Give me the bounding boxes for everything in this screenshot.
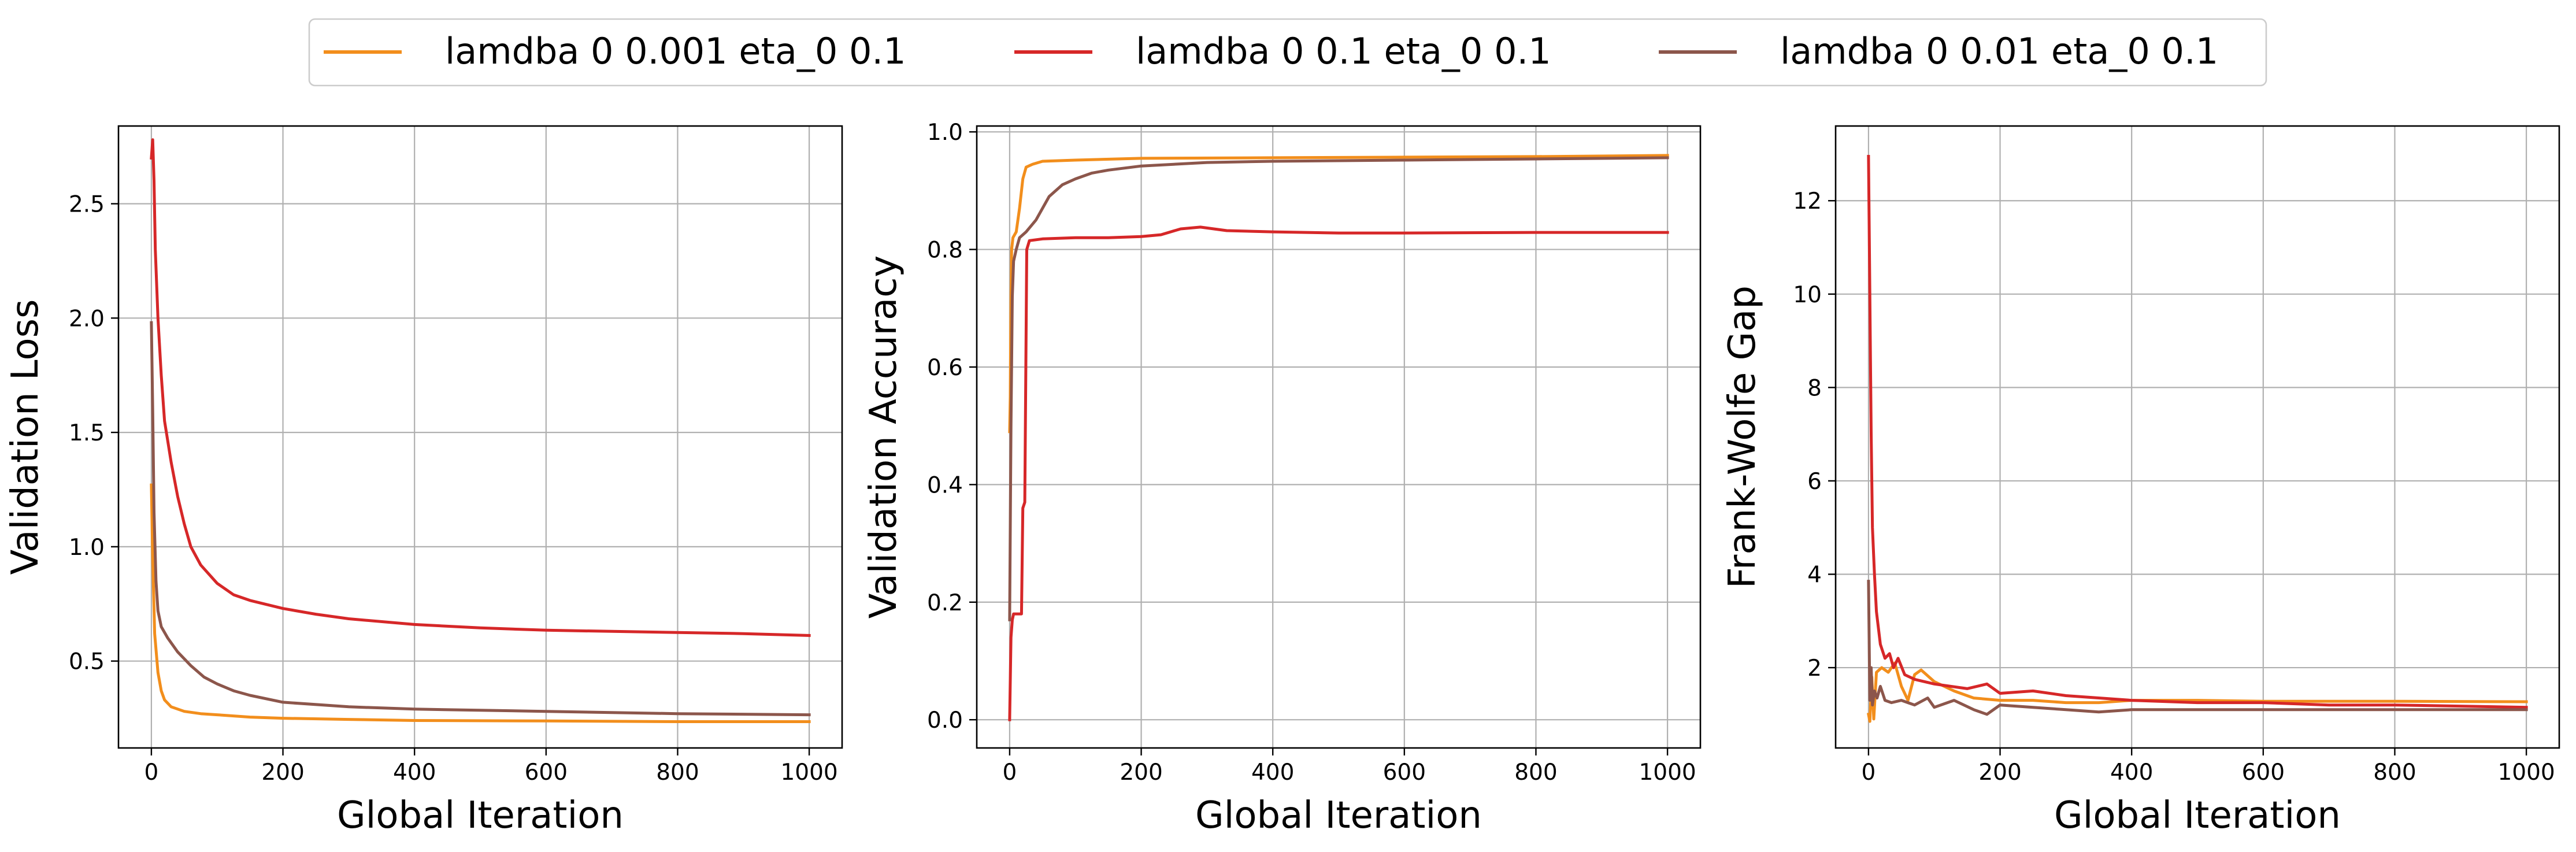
y-tick-label: 0.8 [927, 238, 963, 264]
legend-label: lamdba 0 0.001 eta_0 0.1 [445, 30, 906, 72]
series-line-1 [1008, 154, 1669, 434]
x-tick-label: 200 [1120, 760, 1162, 786]
series-line-3 [1867, 580, 2528, 716]
x-tick-label: 1000 [2497, 760, 2555, 786]
y-tick-label: 4 [1807, 562, 1822, 588]
y-tick-label: 1.0 [927, 120, 963, 146]
legend: lamdba 0 0.001 eta_0 0.1 lamdba 0 0.1 eta… [308, 18, 2267, 87]
axes-frame [976, 125, 1702, 749]
y-axis-label: Frank-Wolfe Gap [1721, 286, 1764, 588]
x-axis-label: Global Iteration [337, 794, 624, 837]
y-tick-label: 6 [1807, 469, 1822, 495]
x-tick-label: 400 [2110, 760, 2153, 786]
legend-entry-3: lamdba 0 0.01 eta_0 0.1 [1659, 30, 2218, 72]
legend-box [308, 18, 2267, 87]
y-tick-label: 1.5 [69, 420, 105, 446]
x-tick-label: 200 [1978, 760, 2021, 786]
y-tick-label: 0.2 [927, 590, 963, 616]
series-line-3 [150, 321, 811, 717]
axes-frame [1834, 125, 2560, 749]
x-tick-label: 800 [1514, 760, 1557, 786]
subplot-3: 0 200 400 600 800 1000 2 4 6 8 10 12 Global Iteratio… [1721, 125, 2560, 837]
y-axis-label: Validation Accuracy [862, 255, 905, 619]
y-tick-label: 2 [1807, 655, 1822, 681]
series-line-2 [1008, 225, 1669, 721]
y-tick-label: 0.6 [927, 355, 963, 381]
x-tick-label: 200 [261, 760, 304, 786]
x-tick-label: 600 [1383, 760, 1426, 786]
x-axis-label: Global Iteration [2054, 794, 2341, 837]
x-tick-label: 600 [2242, 760, 2285, 786]
y-tick-label: 0.0 [927, 707, 963, 734]
x-tick-label: 400 [393, 760, 436, 786]
y-tick-label: 12 [1793, 188, 1822, 214]
series-line-1 [1866, 661, 2528, 723]
series-line-1 [150, 483, 811, 723]
y-tick-label: 10 [1793, 282, 1822, 308]
series-line-2 [1867, 154, 2528, 709]
y-tick-label: 1.0 [69, 535, 105, 561]
series-line-3 [1008, 156, 1669, 621]
y-tick-label: 2.5 [69, 192, 105, 218]
x-tick-label: 0 [1002, 760, 1017, 786]
y-tick-label: 2.0 [69, 306, 105, 332]
x-tick-label: 1000 [780, 760, 837, 786]
x-axis-label: Global Iteration [1195, 794, 1482, 837]
x-tick-label: 800 [656, 760, 699, 786]
series-line-2 [150, 138, 811, 637]
x-tick-label: 0 [1861, 760, 1876, 786]
y-tick-label: 0.4 [927, 472, 963, 498]
x-tick-label: 1000 [1639, 760, 1696, 786]
y-tick-label: 0.5 [69, 649, 105, 675]
y-tick-label: 8 [1807, 375, 1822, 401]
axes-frame [117, 125, 843, 749]
x-tick-label: 600 [525, 760, 568, 786]
legend-label: lamdba 0 0.1 eta_0 0.1 [1136, 30, 1551, 72]
legend-label: lamdba 0 0.01 eta_0 0.1 [1780, 30, 2218, 72]
x-tick-label: 0 [144, 760, 158, 786]
y-axis-label: Validation Loss [4, 299, 47, 575]
x-tick-label: 400 [1251, 760, 1294, 786]
legend-entry-1: lamdba 0 0.001 eta_0 0.1 [324, 30, 906, 72]
legend-entry-2: lamdba 0 0.1 eta_0 0.1 [1014, 30, 1551, 72]
x-tick-label: 800 [2373, 760, 2416, 786]
subplot-2: 0 200 400 600 800 1000 0.0 0.2 0.4 0.6 0.8 1.0 Globa… [862, 120, 1702, 837]
subplot-1: 0 200 400 600 800 1000 0.5 1.0 1.5 2.0 2.5 Global I… [4, 125, 843, 837]
